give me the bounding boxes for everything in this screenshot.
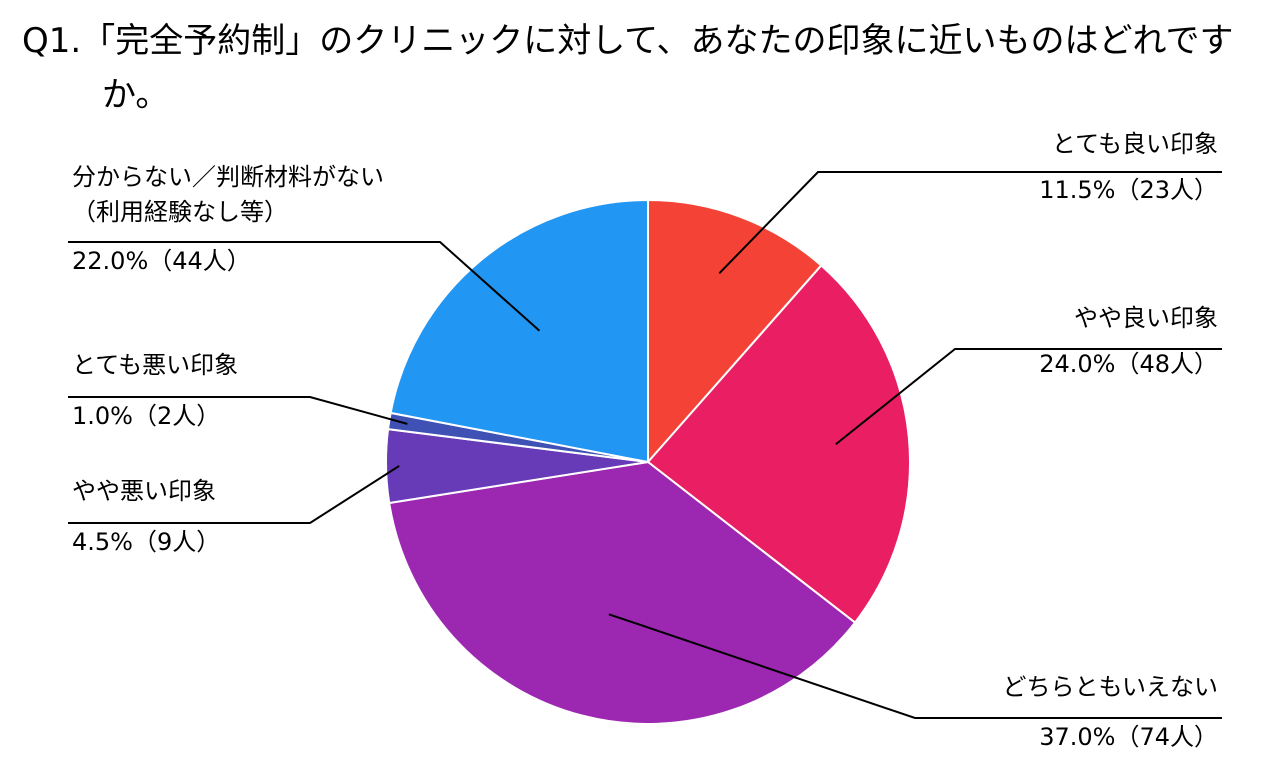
value-label: 24.0%（48人）: [1039, 350, 1218, 378]
leader-line: [68, 465, 400, 524]
leader-line: [608, 613, 1222, 719]
category-label: やや悪い印象: [72, 477, 216, 505]
category-label: やや良い印象: [1074, 304, 1218, 332]
category-label: 分からない／判断材料がない（利用経験なし等）: [72, 163, 384, 226]
pie-slice: [389, 198, 649, 464]
leader-line: [68, 396, 408, 425]
pie-slice: [646, 264, 911, 624]
value-label: 22.0%（44人）: [72, 247, 251, 275]
leader-line: [835, 348, 1222, 446]
pie-slice: [647, 198, 823, 465]
category-label: とても悪い印象: [72, 351, 238, 379]
leader-line: [718, 171, 1222, 274]
category-label: とても良い印象: [1052, 130, 1218, 158]
value-label: 1.0%（2人）: [72, 402, 220, 430]
value-label: 4.5%（9人）: [72, 528, 220, 556]
value-label: 11.5%（23人）: [1039, 176, 1218, 204]
value-label: 37.0%（74人）: [1039, 723, 1218, 751]
category-label: どちらともいえない: [1002, 673, 1218, 701]
chart-title: Q1.「完全予約制」のクリニックに対して、あなたの印象に近いものはどれですか。: [22, 21, 1234, 115]
leader-line: [68, 241, 541, 332]
